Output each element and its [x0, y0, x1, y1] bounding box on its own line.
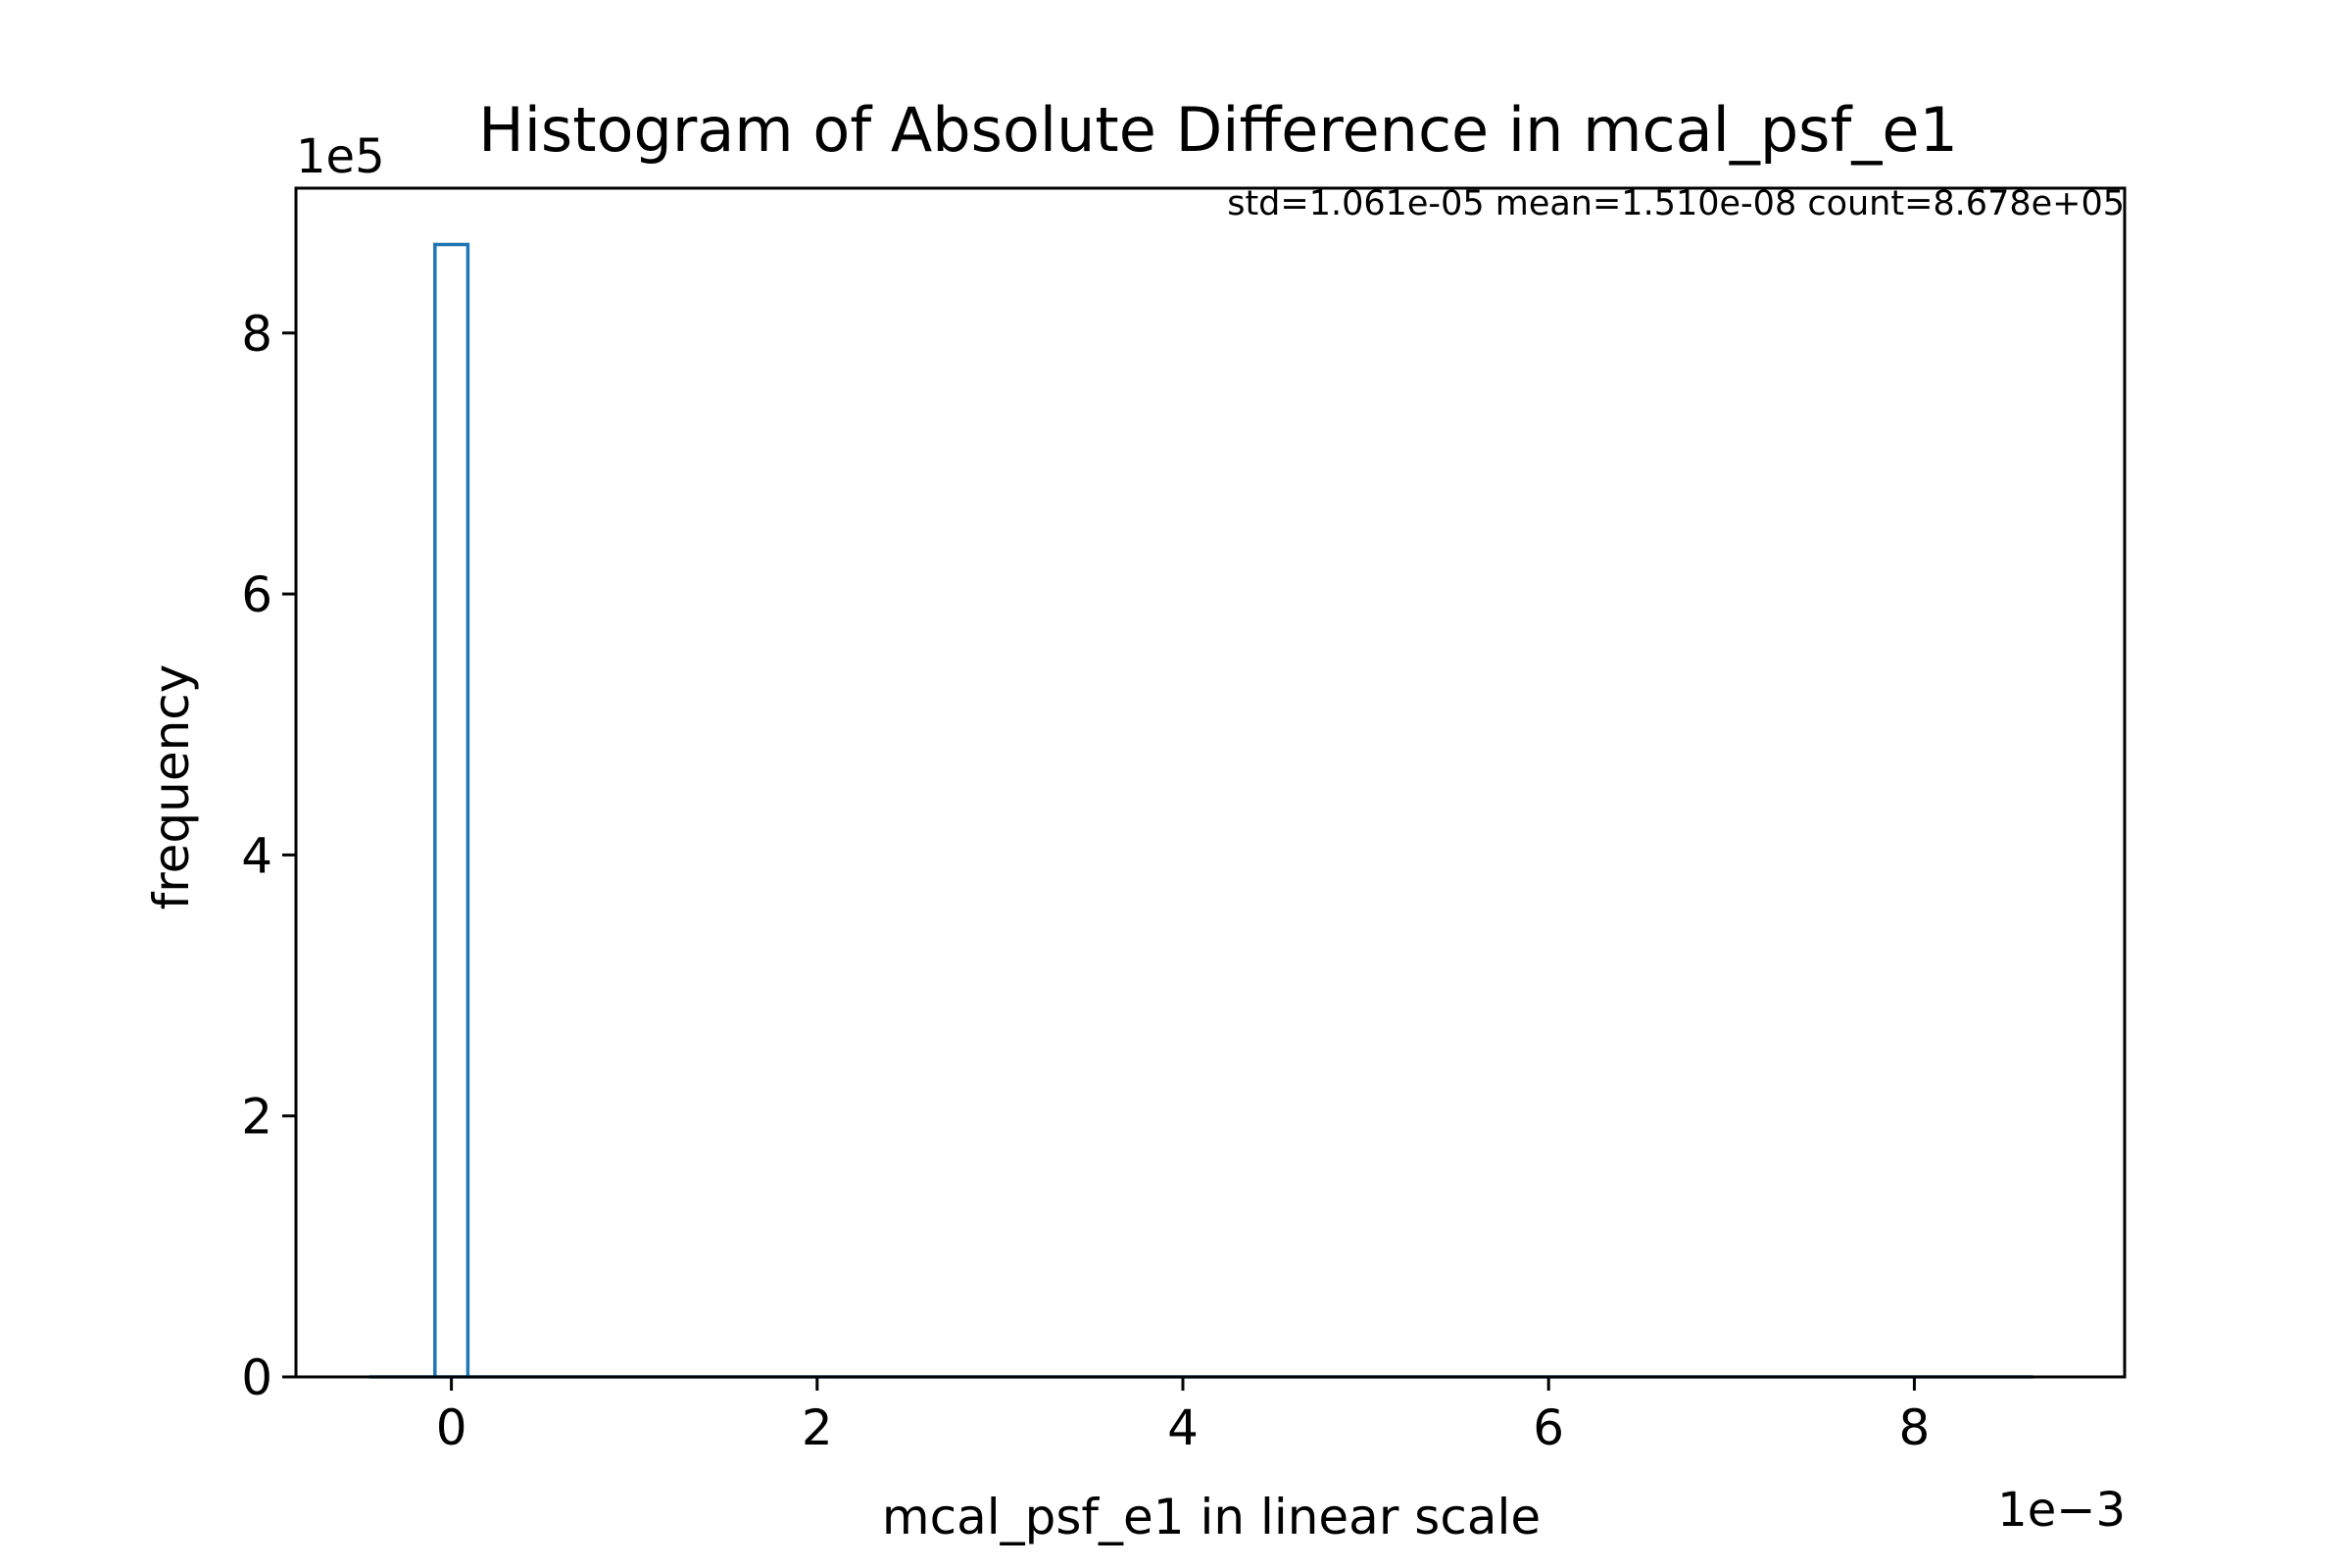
y-tick-label: 0 — [241, 1349, 272, 1406]
y-axis-ticks: 0 2 4 6 8 — [241, 306, 296, 1406]
x-axis-label: mcal_psf_e1 in linear scale — [882, 1489, 1541, 1545]
x-tick-label: 4 — [1167, 1399, 1199, 1456]
x-tick-label: 2 — [802, 1399, 833, 1456]
x-offset-label: 1e−3 — [1997, 1483, 2126, 1538]
axes-frame — [294, 186, 2127, 1379]
x-tick-label: 0 — [436, 1399, 467, 1456]
y-tick-label: 2 — [241, 1089, 272, 1146]
plot-area — [294, 186, 2127, 1379]
x-axis-ticks: 0 2 4 6 8 — [436, 1377, 1931, 1456]
histogram-bar-0 — [433, 242, 470, 1377]
stats-annotation: std=1.061e-05 mean=1.510e-08 count=8.678… — [1227, 184, 2125, 223]
y-tick-label: 4 — [241, 827, 272, 884]
y-offset-label: 1e5 — [296, 129, 385, 184]
y-tick-label: 6 — [241, 566, 272, 623]
y-tick-label: 8 — [241, 306, 272, 363]
x-tick-label: 6 — [1533, 1399, 1564, 1456]
y-axis-label: frequency — [143, 664, 200, 910]
chart-title: Histogram of Absolute Difference in mcal… — [478, 94, 1958, 166]
x-tick-label: 8 — [1899, 1399, 1931, 1456]
